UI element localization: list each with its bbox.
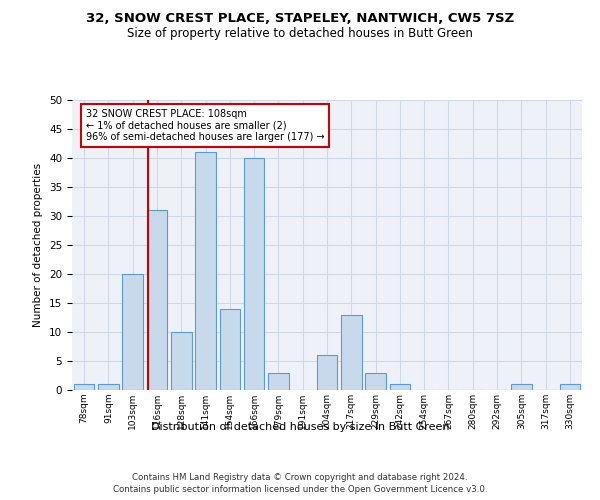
Bar [317, 355, 337, 390]
Bar [171, 332, 191, 390]
Bar [365, 372, 386, 390]
Text: Contains HM Land Registry data © Crown copyright and database right 2024.: Contains HM Land Registry data © Crown c… [132, 472, 468, 482]
Bar [511, 384, 532, 390]
Text: Size of property relative to detached houses in Butt Green: Size of property relative to detached ho… [127, 28, 473, 40]
Bar [98, 384, 119, 390]
Text: Contains public sector information licensed under the Open Government Licence v3: Contains public sector information licen… [113, 485, 487, 494]
Bar [244, 158, 265, 390]
Bar [122, 274, 143, 390]
Text: Distribution of detached houses by size in Butt Green: Distribution of detached houses by size … [151, 422, 449, 432]
Bar [74, 384, 94, 390]
Bar [146, 210, 167, 390]
Bar [195, 152, 216, 390]
Text: 32, SNOW CREST PLACE, STAPELEY, NANTWICH, CW5 7SZ: 32, SNOW CREST PLACE, STAPELEY, NANTWICH… [86, 12, 514, 26]
Bar [268, 372, 289, 390]
Bar [341, 314, 362, 390]
Text: 32 SNOW CREST PLACE: 108sqm
← 1% of detached houses are smaller (2)
96% of semi-: 32 SNOW CREST PLACE: 108sqm ← 1% of deta… [86, 108, 325, 142]
Bar [220, 309, 240, 390]
Y-axis label: Number of detached properties: Number of detached properties [34, 163, 43, 327]
Bar [560, 384, 580, 390]
Bar [389, 384, 410, 390]
